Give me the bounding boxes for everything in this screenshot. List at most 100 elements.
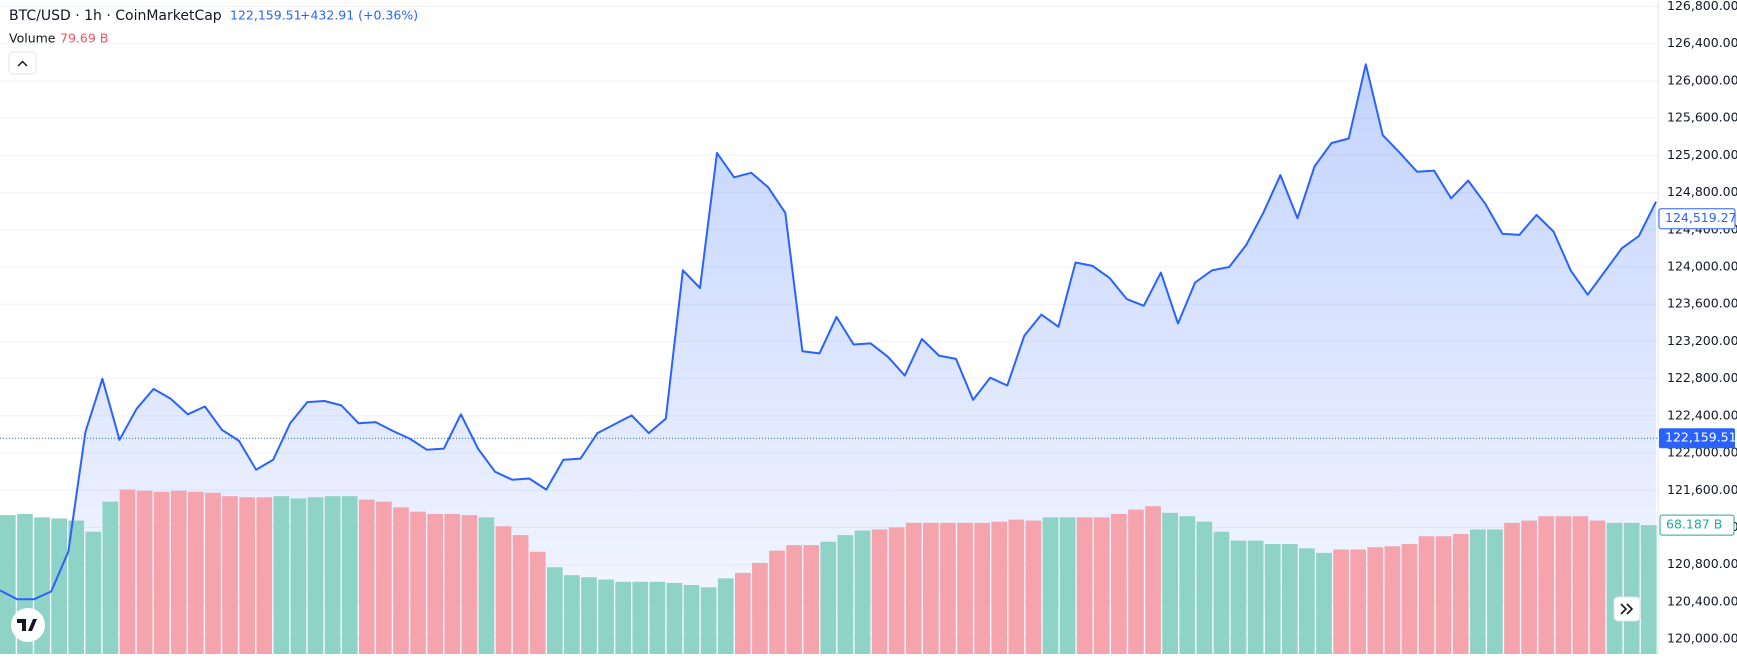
volume-bar <box>119 489 136 654</box>
volume-bar <box>51 518 67 654</box>
volume-bar <box>393 507 409 654</box>
logo-bg[interactable] <box>11 608 45 642</box>
volume-bar <box>666 582 683 654</box>
volume-label-box <box>1659 514 1735 536</box>
logo[interactable] <box>11 608 45 642</box>
volume-bar <box>478 517 495 654</box>
last-price-box <box>1658 208 1736 230</box>
y-tick-label: 126,000.00 <box>1667 72 1737 87</box>
y-tick-label: 122,400.00 <box>1667 407 1737 422</box>
y-tick-label: 123,200.00 <box>1667 333 1737 348</box>
volume-bar <box>1247 540 1264 654</box>
volume-bar <box>1111 513 1127 654</box>
volume-bar <box>649 581 666 654</box>
y-tick-label: 120,000.00 <box>1667 631 1737 646</box>
volume-bar <box>905 522 922 654</box>
volume-bar <box>1418 536 1435 654</box>
volume-bar <box>461 515 478 654</box>
volume-bar <box>683 585 700 654</box>
header-price: 122,159.51 <box>230 8 302 23</box>
volume-bar <box>734 572 751 654</box>
volume-bar <box>153 491 170 654</box>
volume-bar <box>1008 519 1025 654</box>
volume-bar <box>1025 520 1042 654</box>
volume-bar <box>803 545 820 654</box>
volume-bar <box>1264 543 1281 654</box>
volume-bar <box>1059 517 1076 654</box>
volume-bar <box>1504 522 1520 654</box>
y-tick-label: 126,800.00 <box>1667 0 1737 13</box>
price-line-label: 122,159.51 <box>1665 430 1737 445</box>
volume-bar <box>529 551 546 654</box>
volume-bar <box>495 526 512 654</box>
y-tick-label: 120,800.00 <box>1667 556 1737 571</box>
header-change: +432.91 (+0.36%) <box>300 8 418 23</box>
volume-bar <box>205 492 221 654</box>
volume-bar <box>991 521 1008 654</box>
volume-bar <box>239 497 255 654</box>
volume-bar <box>820 541 837 654</box>
volume-bar <box>1521 520 1537 654</box>
scroll-right-button[interactable] <box>1613 596 1641 622</box>
volume-bar <box>564 575 580 654</box>
symbol: BTC/USD · 1h · CoinMarketCap <box>9 8 222 24</box>
volume-bar <box>376 501 392 654</box>
volume-bar <box>752 562 768 654</box>
volume-bar <box>324 496 341 654</box>
volume-bar <box>871 529 888 654</box>
volume-bar <box>1333 549 1349 654</box>
volume-bar <box>598 579 614 654</box>
volume-bar <box>290 498 307 654</box>
volume-bar <box>136 490 153 654</box>
volume-bar <box>188 491 204 654</box>
price-line-box <box>1659 428 1735 449</box>
volume-bar <box>1469 529 1486 654</box>
volume-bar <box>1538 516 1555 654</box>
price-axis-bg <box>1658 0 1737 654</box>
y-tick-label: 124,000.00 <box>1667 258 1737 273</box>
volume-bar <box>341 496 358 654</box>
volume-bar <box>444 513 461 654</box>
y-tick-label: 124,800.00 <box>1667 184 1737 199</box>
volume-bar <box>1623 522 1640 654</box>
volume-bar <box>307 497 324 654</box>
volume-bar <box>717 578 734 654</box>
line-layer <box>0 63 1658 601</box>
last-price-label: 124,519.27 <box>1665 210 1737 225</box>
volume-bar <box>546 567 563 654</box>
volume-bar <box>427 513 444 654</box>
volume-bar <box>1640 525 1657 654</box>
volume-bar <box>769 550 785 654</box>
volume-bar <box>1589 520 1606 654</box>
volume-bar <box>1230 540 1247 654</box>
volume-bar <box>888 527 905 654</box>
volume-bar <box>923 522 939 654</box>
volume-bar <box>1281 543 1298 654</box>
area-layer <box>0 64 1656 655</box>
volume-bar <box>1179 516 1196 654</box>
volume-bar <box>512 535 529 654</box>
logo-mark <box>17 619 37 631</box>
volume-bar <box>1572 516 1589 654</box>
volume-bar <box>1316 552 1332 654</box>
volume-bar <box>1367 547 1384 654</box>
volume-bar <box>837 535 854 654</box>
volume-bar <box>170 490 187 654</box>
volume-bar <box>85 531 102 654</box>
volume-bar <box>1487 529 1503 654</box>
volume-bar <box>1384 546 1401 654</box>
collapse-button[interactable] <box>8 51 37 75</box>
volume-bar <box>1555 516 1572 654</box>
volume-bar <box>1128 509 1144 654</box>
volume-label: Volume <box>9 31 56 46</box>
y-tick-label: 123,600.00 <box>1667 296 1737 311</box>
price-line <box>0 63 1657 601</box>
volume-bar <box>786 545 802 654</box>
collapse-button-bg[interactable] <box>8 51 37 75</box>
volume-bar <box>68 520 85 654</box>
volume-bar <box>615 581 632 654</box>
volume-bar <box>1299 548 1315 654</box>
volume-bar <box>632 581 649 654</box>
volume-bar <box>1606 522 1623 654</box>
